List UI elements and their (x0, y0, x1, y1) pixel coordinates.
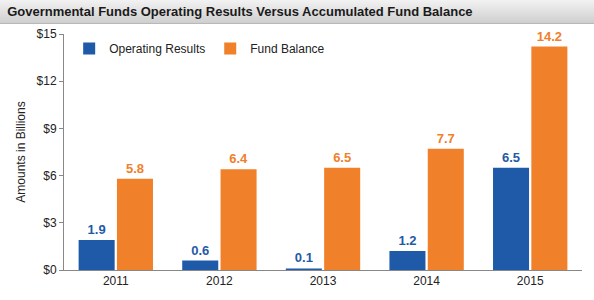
svg-text:0.6: 0.6 (191, 243, 209, 258)
svg-text:Fund Balance: Fund Balance (250, 42, 324, 56)
svg-text:2012: 2012 (206, 274, 233, 288)
svg-text:6.4: 6.4 (229, 151, 248, 166)
svg-text:5.8: 5.8 (126, 161, 144, 176)
svg-text:$9: $9 (43, 122, 57, 136)
svg-text:6.5: 6.5 (502, 150, 520, 165)
svg-text:0.1: 0.1 (295, 250, 313, 265)
svg-text:7.7: 7.7 (437, 131, 455, 146)
svg-text:Governmental Funds Operating R: Governmental Funds Operating Results Ver… (7, 4, 472, 19)
svg-text:2014: 2014 (413, 274, 440, 288)
svg-text:1.9: 1.9 (88, 222, 106, 237)
svg-text:$0: $0 (43, 263, 57, 277)
svg-text:2013: 2013 (310, 274, 337, 288)
svg-text:$12: $12 (37, 74, 57, 88)
svg-text:$6: $6 (43, 169, 57, 183)
svg-text:14.2: 14.2 (537, 29, 562, 44)
svg-text:$3: $3 (43, 216, 57, 230)
svg-text:6.5: 6.5 (333, 150, 351, 165)
svg-text:Amounts in Billions: Amounts in Billions (14, 101, 28, 202)
svg-text:2011: 2011 (103, 274, 129, 288)
svg-text:1.2: 1.2 (398, 233, 416, 248)
svg-text:$15: $15 (37, 27, 57, 41)
svg-text:Operating Results: Operating Results (109, 42, 205, 56)
svg-text:2015: 2015 (517, 274, 544, 288)
